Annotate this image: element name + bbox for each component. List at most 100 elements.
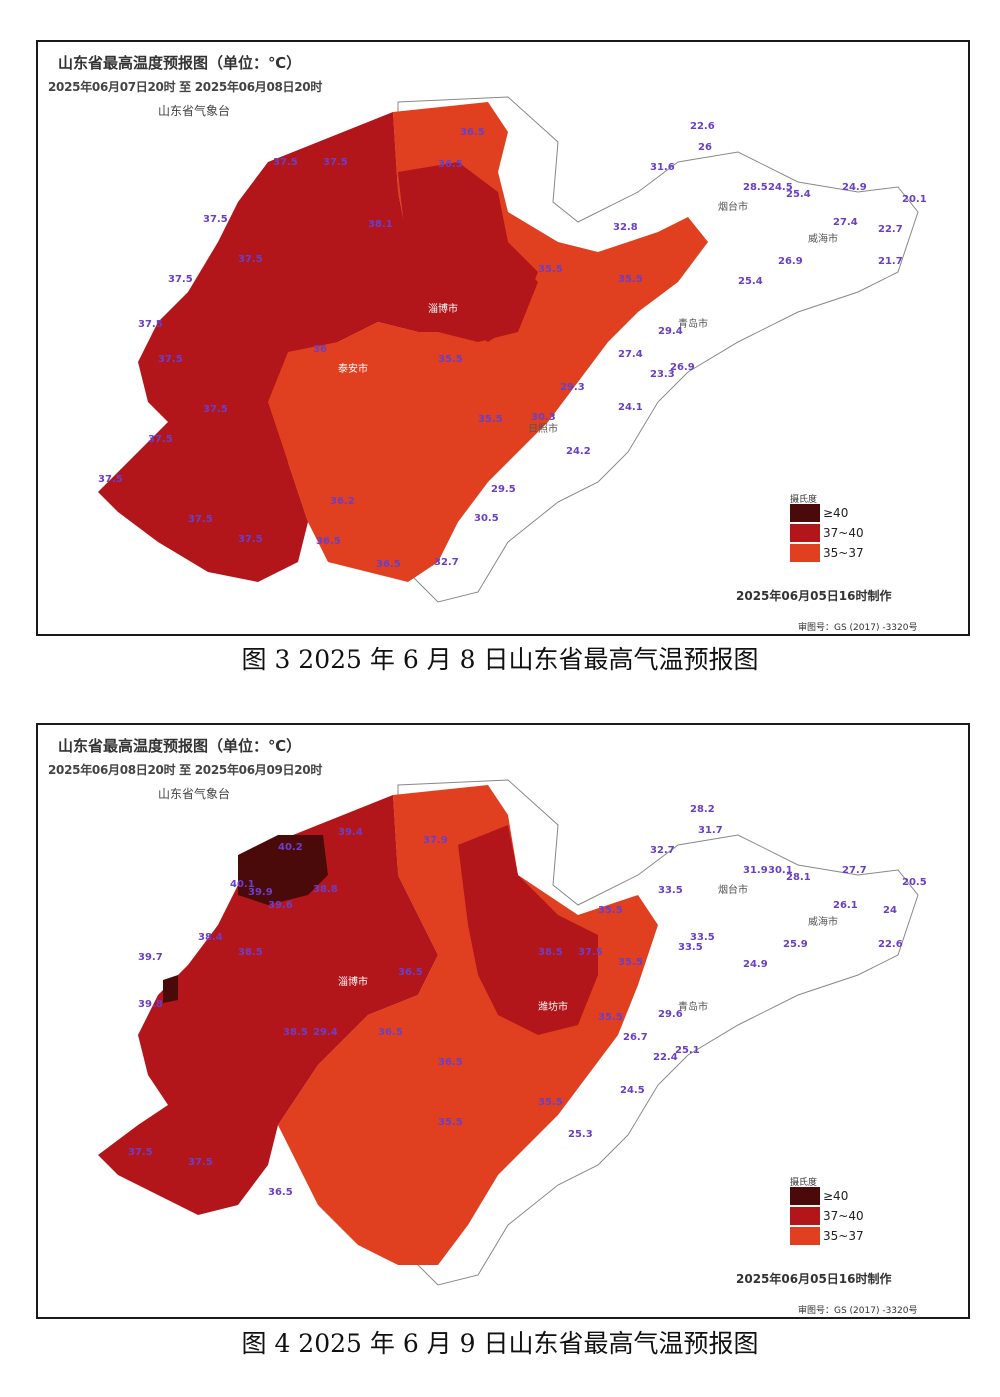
made-time: 2025年06月05日16时制作 <box>736 589 892 603</box>
svg-text:36.5: 36.5 <box>460 127 485 138</box>
svg-text:22.7: 22.7 <box>878 224 903 235</box>
svg-text:32.7: 32.7 <box>434 557 459 568</box>
svg-text:37.5: 37.5 <box>158 354 183 365</box>
svg-text:36.5: 36.5 <box>378 1027 403 1038</box>
svg-text:35.5: 35.5 <box>478 414 503 425</box>
figure-caption: 图 4 2025 年 6 月 9 日山东省最高气温预报图 <box>241 1329 759 1358</box>
svg-text:37.5: 37.5 <box>203 404 228 415</box>
svg-text:35.5: 35.5 <box>618 274 643 285</box>
svg-text:24.9: 24.9 <box>842 182 867 193</box>
map-title: 山东省最高温度预报图（单位：℃） <box>58 54 302 72</box>
svg-text:36.5: 36.5 <box>398 967 423 978</box>
svg-text:30.5: 30.5 <box>474 513 499 524</box>
legend-title: 摄氏度 <box>790 495 818 505</box>
svg-text:37.5: 37.5 <box>578 947 603 958</box>
svg-text:24.2: 24.2 <box>566 446 591 457</box>
legend-swatch <box>790 524 820 542</box>
svg-text:29.4: 29.4 <box>658 326 683 337</box>
zone-ge40-small <box>163 975 178 1003</box>
city-rizhao-label: 日照市 <box>528 422 558 435</box>
svg-text:27.4: 27.4 <box>833 217 858 228</box>
svg-text:37.5: 37.5 <box>138 319 163 330</box>
svg-text:26: 26 <box>698 142 712 153</box>
svg-text:39.7: 39.7 <box>138 952 163 963</box>
city-weifang-label: 潍坊市 <box>538 1000 568 1013</box>
svg-text:36.5: 36.5 <box>438 1057 463 1068</box>
review-number: 审图号：GS (2017) -3320号 <box>798 1306 918 1316</box>
city-zibo-label: 淄博市 <box>338 975 368 988</box>
legend-swatch <box>790 504 820 522</box>
svg-text:38.5: 38.5 <box>283 1027 308 1038</box>
svg-text:20.5: 20.5 <box>902 877 927 888</box>
svg-text:36: 36 <box>313 344 327 355</box>
svg-text:35.5: 35.5 <box>538 1097 563 1108</box>
legend-swatch <box>790 1207 820 1225</box>
city-qingdao-label: 青岛市 <box>678 1000 708 1013</box>
map-agency: 山东省气象台 <box>158 104 231 118</box>
legend-item-35-37: 35~37 <box>790 1227 900 1247</box>
svg-text:28.5: 28.5 <box>743 182 768 193</box>
legend-swatch <box>790 1227 820 1245</box>
svg-text:39.8: 39.8 <box>138 999 163 1010</box>
svg-text:22.6: 22.6 <box>690 121 715 132</box>
svg-text:25.4: 25.4 <box>786 189 811 200</box>
svg-text:37.5: 37.5 <box>98 474 123 485</box>
svg-text:20.1: 20.1 <box>902 194 927 205</box>
svg-text:23.3: 23.3 <box>650 369 675 380</box>
city-weihai-label: 威海市 <box>808 915 838 928</box>
svg-text:36.5: 36.5 <box>316 536 341 547</box>
svg-text:33.5: 33.5 <box>678 942 703 953</box>
svg-text:24.5: 24.5 <box>768 182 793 193</box>
temperature-values: 22.6 26 31.6 32.8 28.5 24.5 25.4 24.9 20… <box>98 121 927 570</box>
svg-text:35.5: 35.5 <box>598 905 623 916</box>
city-taian-label: 泰安市 <box>338 362 368 375</box>
svg-text:38.4: 38.4 <box>198 932 223 943</box>
svg-text:36.5: 36.5 <box>438 159 463 170</box>
svg-text:37.5: 37.5 <box>273 157 298 168</box>
legend: 摄氏度 ≥40 37~40 35~37 <box>790 492 900 572</box>
svg-text:28.2: 28.2 <box>690 804 715 815</box>
svg-text:24: 24 <box>883 905 897 916</box>
zone-35-37 <box>278 785 658 1265</box>
svg-text:40.2: 40.2 <box>278 842 303 853</box>
svg-text:40.1: 40.1 <box>230 879 255 890</box>
zone-ge40 <box>238 835 328 905</box>
legend-item-37-40: 37~40 <box>790 1207 900 1227</box>
svg-text:22.6: 22.6 <box>878 939 903 950</box>
legend-item-35-37: 35~37 <box>790 544 900 564</box>
legend-label: 37~40 <box>823 1209 864 1223</box>
zone-37-40-central <box>398 162 538 342</box>
zone-37-40-east <box>458 825 598 1035</box>
forecast-map-june8: 烟台市 威海市 青岛市 日照市 泰安市 淄博市 22.6 26 31.6 32.… <box>36 40 970 636</box>
review-number: 审图号：GS (2017) -3320号 <box>798 623 918 633</box>
svg-text:37.5: 37.5 <box>188 1157 213 1168</box>
svg-text:24.1: 24.1 <box>618 402 643 413</box>
svg-text:29.4: 29.4 <box>313 1027 338 1038</box>
svg-text:37.5: 37.5 <box>188 514 213 525</box>
map-period: 2025年06月08日20时 至 2025年06月09日20时 <box>48 763 323 777</box>
svg-text:29.6: 29.6 <box>658 1009 683 1020</box>
svg-text:26.7: 26.7 <box>623 1032 648 1043</box>
svg-text:25.4: 25.4 <box>738 276 763 287</box>
svg-text:37.9: 37.9 <box>423 835 448 846</box>
svg-text:24.9: 24.9 <box>743 959 768 970</box>
legend-title: 摄氏度 <box>790 1178 818 1188</box>
temperature-values: 28.2 31.7 32.7 31.9 30.1 28.1 27.7 20.5 … <box>128 804 927 1198</box>
legend-swatch <box>790 544 820 562</box>
legend-item-ge40: ≥40 <box>790 504 900 524</box>
svg-text:39.4: 39.4 <box>338 827 363 838</box>
svg-text:37.5: 37.5 <box>148 434 173 445</box>
svg-text:33.5: 33.5 <box>658 885 683 896</box>
svg-text:36.2: 36.2 <box>330 496 355 507</box>
city-zibo-label: 淄博市 <box>428 302 458 315</box>
svg-text:26.9: 26.9 <box>778 256 803 267</box>
legend-label: ≥40 <box>823 506 849 520</box>
legend-label: 35~37 <box>823 546 864 560</box>
svg-text:35.5: 35.5 <box>438 1117 463 1128</box>
svg-text:35.5: 35.5 <box>618 957 643 968</box>
map-period: 2025年06月07日20时 至 2025年06月08日20时 <box>48 80 323 94</box>
svg-text:25.9: 25.9 <box>783 939 808 950</box>
legend-label: ≥40 <box>823 1189 849 1203</box>
svg-text:28.1: 28.1 <box>786 872 811 883</box>
svg-text:35.5: 35.5 <box>538 264 563 275</box>
